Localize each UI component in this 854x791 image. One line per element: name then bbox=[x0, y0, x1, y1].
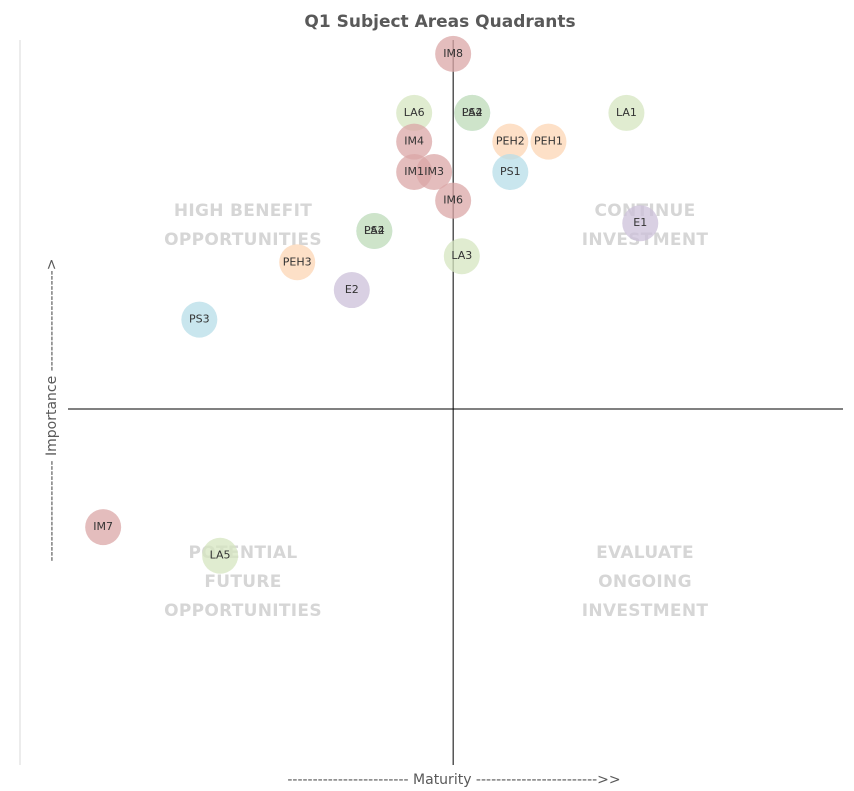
bubble bbox=[356, 213, 393, 250]
point-label: PEH1 bbox=[534, 135, 563, 148]
point-label: LA3 bbox=[451, 249, 472, 262]
quadrant-label: OPPORTUNITIES bbox=[164, 601, 322, 621]
point-label: PEH3 bbox=[283, 255, 312, 268]
point-label: LA6 bbox=[404, 106, 425, 119]
x-axis-label: ------------------------ Maturity ------… bbox=[287, 772, 620, 788]
point-label: PS1 bbox=[500, 165, 521, 178]
bubble bbox=[443, 238, 480, 275]
point-label: E2 bbox=[345, 283, 359, 296]
point-label: LA1 bbox=[616, 106, 637, 119]
bubble bbox=[492, 123, 529, 160]
bubble bbox=[608, 94, 645, 131]
quadrant-label: ONGOING bbox=[598, 572, 692, 592]
quadrant-label: INVESTMENT bbox=[582, 601, 709, 621]
point-label: IM8 bbox=[443, 47, 463, 60]
quadrant-label: HIGH BENEFIT bbox=[174, 201, 312, 221]
bubble bbox=[530, 123, 567, 160]
point-label: PS4 bbox=[462, 106, 483, 119]
bubble bbox=[416, 153, 453, 190]
quadrant-label: EVALUATE bbox=[596, 543, 694, 563]
point-label: IM3 bbox=[424, 165, 444, 178]
y-axis-label: -------------------- Importance --------… bbox=[44, 259, 60, 562]
bubble bbox=[435, 35, 472, 72]
bubble bbox=[492, 153, 529, 190]
bubble bbox=[435, 182, 472, 219]
point-label: PEH2 bbox=[496, 135, 525, 148]
bubble bbox=[454, 94, 491, 131]
bubble bbox=[181, 301, 218, 338]
point-label: LA4 bbox=[364, 224, 385, 237]
bubble bbox=[85, 509, 122, 546]
quadrant-label: OPPORTUNITIES bbox=[164, 230, 322, 250]
quadrant-label: FUTURE bbox=[204, 572, 281, 592]
bubble bbox=[396, 123, 433, 160]
point-label: IM7 bbox=[93, 520, 113, 533]
point-label: IM1 bbox=[404, 165, 424, 178]
bubble bbox=[396, 94, 433, 131]
point-label: IM6 bbox=[443, 194, 463, 207]
bubble bbox=[622, 205, 659, 242]
point-label: LA5 bbox=[210, 549, 231, 562]
point-label: E1 bbox=[633, 216, 647, 229]
bubble bbox=[333, 272, 370, 309]
chart-title: Q1 Subject Areas Quadrants bbox=[304, 12, 575, 32]
point-label: PS2 bbox=[364, 224, 385, 237]
point-label: PS3 bbox=[189, 313, 210, 326]
bubble bbox=[202, 537, 239, 574]
point-label: LA2 bbox=[462, 106, 483, 119]
bubble bbox=[279, 244, 316, 281]
point-label: IM4 bbox=[404, 135, 424, 148]
